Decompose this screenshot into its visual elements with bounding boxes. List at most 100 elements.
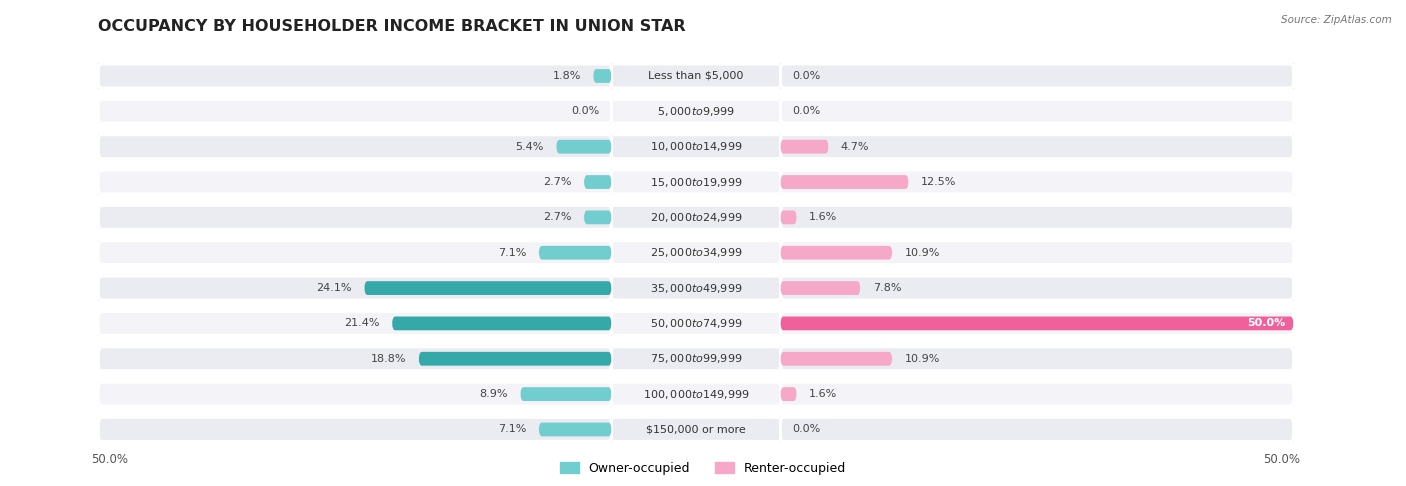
FancyBboxPatch shape (612, 347, 780, 371)
FancyBboxPatch shape (780, 316, 1294, 330)
FancyBboxPatch shape (612, 417, 780, 441)
Text: 24.1%: 24.1% (316, 283, 352, 293)
FancyBboxPatch shape (780, 64, 1294, 88)
FancyBboxPatch shape (612, 382, 780, 406)
FancyBboxPatch shape (780, 99, 1294, 124)
Text: 1.6%: 1.6% (808, 212, 838, 223)
FancyBboxPatch shape (98, 417, 612, 442)
Text: 10.9%: 10.9% (904, 354, 939, 364)
FancyBboxPatch shape (419, 352, 612, 365)
FancyBboxPatch shape (98, 135, 612, 158)
Text: 2.7%: 2.7% (543, 177, 572, 187)
FancyBboxPatch shape (612, 64, 780, 88)
Text: $5,000 to $9,999: $5,000 to $9,999 (657, 105, 735, 118)
FancyBboxPatch shape (780, 210, 797, 224)
FancyBboxPatch shape (780, 246, 893, 260)
Text: 5.4%: 5.4% (516, 142, 544, 152)
FancyBboxPatch shape (98, 206, 612, 229)
FancyBboxPatch shape (780, 205, 1294, 230)
FancyBboxPatch shape (98, 346, 612, 371)
Text: 12.5%: 12.5% (921, 177, 956, 187)
Text: 0.0%: 0.0% (793, 71, 821, 81)
Text: 10.9%: 10.9% (904, 248, 939, 258)
FancyBboxPatch shape (364, 281, 612, 295)
FancyBboxPatch shape (780, 134, 1294, 159)
FancyBboxPatch shape (612, 205, 780, 230)
FancyBboxPatch shape (780, 417, 1294, 441)
FancyBboxPatch shape (583, 175, 612, 189)
Text: $50,000 to $74,999: $50,000 to $74,999 (650, 317, 742, 330)
Text: 7.1%: 7.1% (498, 248, 526, 258)
FancyBboxPatch shape (780, 175, 908, 189)
Text: $35,000 to $49,999: $35,000 to $49,999 (650, 281, 742, 295)
FancyBboxPatch shape (583, 210, 612, 224)
FancyBboxPatch shape (392, 316, 612, 330)
Text: Source: ZipAtlas.com: Source: ZipAtlas.com (1281, 15, 1392, 25)
FancyBboxPatch shape (98, 99, 612, 124)
FancyBboxPatch shape (780, 276, 1294, 300)
Text: $10,000 to $14,999: $10,000 to $14,999 (650, 140, 742, 153)
FancyBboxPatch shape (612, 206, 780, 229)
FancyBboxPatch shape (612, 99, 780, 124)
FancyBboxPatch shape (780, 276, 1294, 301)
Text: 50.0%: 50.0% (1264, 453, 1301, 466)
FancyBboxPatch shape (780, 387, 797, 401)
Text: $20,000 to $24,999: $20,000 to $24,999 (650, 211, 742, 224)
FancyBboxPatch shape (612, 170, 780, 194)
FancyBboxPatch shape (780, 135, 1294, 158)
FancyBboxPatch shape (780, 281, 860, 295)
FancyBboxPatch shape (98, 170, 612, 194)
FancyBboxPatch shape (612, 346, 780, 371)
FancyBboxPatch shape (520, 387, 612, 401)
FancyBboxPatch shape (98, 134, 612, 159)
Text: OCCUPANCY BY HOUSEHOLDER INCOME BRACKET IN UNION STAR: OCCUPANCY BY HOUSEHOLDER INCOME BRACKET … (98, 19, 686, 34)
Text: 2.7%: 2.7% (543, 212, 572, 223)
FancyBboxPatch shape (612, 135, 780, 158)
Text: 1.6%: 1.6% (808, 389, 838, 399)
FancyBboxPatch shape (98, 170, 612, 194)
Text: 0.0%: 0.0% (793, 424, 821, 434)
FancyBboxPatch shape (780, 240, 1294, 265)
FancyBboxPatch shape (98, 100, 612, 123)
Text: 4.7%: 4.7% (841, 142, 869, 152)
Text: $75,000 to $99,999: $75,000 to $99,999 (650, 352, 742, 365)
FancyBboxPatch shape (98, 417, 612, 441)
FancyBboxPatch shape (612, 64, 780, 88)
Text: 8.9%: 8.9% (479, 389, 508, 399)
FancyBboxPatch shape (780, 170, 1294, 194)
FancyBboxPatch shape (612, 134, 780, 159)
FancyBboxPatch shape (538, 246, 612, 260)
FancyBboxPatch shape (780, 352, 893, 365)
FancyBboxPatch shape (98, 276, 612, 300)
FancyBboxPatch shape (780, 417, 1294, 442)
FancyBboxPatch shape (98, 312, 612, 335)
Text: 1.8%: 1.8% (553, 71, 581, 81)
FancyBboxPatch shape (780, 311, 1294, 336)
Text: $15,000 to $19,999: $15,000 to $19,999 (650, 175, 742, 189)
FancyBboxPatch shape (593, 69, 612, 83)
Text: 50.0%: 50.0% (1247, 318, 1285, 329)
FancyBboxPatch shape (98, 276, 612, 301)
FancyBboxPatch shape (612, 170, 780, 194)
FancyBboxPatch shape (98, 64, 612, 88)
FancyBboxPatch shape (98, 347, 612, 371)
FancyBboxPatch shape (612, 417, 780, 442)
FancyBboxPatch shape (780, 100, 1294, 123)
FancyBboxPatch shape (780, 346, 1294, 371)
Text: 7.8%: 7.8% (873, 283, 901, 293)
FancyBboxPatch shape (612, 276, 780, 301)
FancyBboxPatch shape (780, 170, 1294, 194)
FancyBboxPatch shape (612, 240, 780, 265)
Text: 0.0%: 0.0% (793, 106, 821, 116)
Text: 50.0%: 50.0% (91, 453, 128, 466)
FancyBboxPatch shape (612, 382, 780, 407)
FancyBboxPatch shape (780, 382, 1294, 406)
FancyBboxPatch shape (780, 64, 1294, 88)
Text: $25,000 to $34,999: $25,000 to $34,999 (650, 246, 742, 259)
FancyBboxPatch shape (612, 100, 780, 123)
FancyBboxPatch shape (98, 241, 612, 264)
Text: 0.0%: 0.0% (571, 106, 599, 116)
FancyBboxPatch shape (780, 347, 1294, 371)
FancyBboxPatch shape (98, 205, 612, 230)
Text: 18.8%: 18.8% (371, 354, 406, 364)
